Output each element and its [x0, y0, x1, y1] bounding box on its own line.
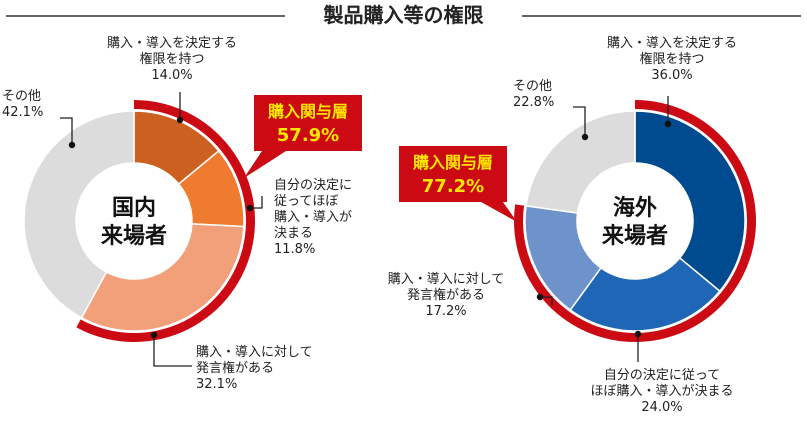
slice-label: その他 — [2, 89, 41, 104]
leader-dot — [634, 330, 642, 338]
slice-label-line: その他 — [513, 79, 552, 94]
donut-layer: 国内来場者購入・導入を決定する権限を持つ14.0%自分の決定に従ってほぼ購入・導… — [2, 36, 757, 415]
callout-value: 77.2% — [422, 176, 484, 197]
slice-label-line: 購入・導入を決定する — [607, 36, 737, 51]
slice-label: 購入・導入を決定する権限を持つ — [607, 36, 737, 67]
leader-line — [60, 117, 73, 145]
callout-box — [254, 95, 362, 151]
callout-value: 57.9% — [277, 125, 339, 146]
slice-label: 購入・導入に対して発言権がある — [388, 272, 505, 303]
callout-title: 購入関与層 — [412, 153, 493, 172]
slice-label-line: 従ってほぼ — [274, 194, 338, 209]
slice-label: 購入・導入を決定する権限を持つ — [107, 36, 237, 67]
center-label-line: 来場者 — [601, 224, 668, 249]
leader-dot — [68, 141, 76, 149]
slice-value: 24.0% — [641, 400, 682, 415]
slice-label: 購入・導入に対して発言権がある — [196, 345, 313, 376]
donut-hole — [577, 163, 693, 279]
slice-label-line: 購入・導入を決定する — [107, 36, 237, 51]
donut-hole — [76, 163, 192, 279]
slice-label: 自分の決定に従ってほぼ購入・導入が決まる — [590, 368, 733, 399]
slice-label-line: 購入・導入に対して — [196, 345, 313, 360]
center-label-line: 国内 — [112, 196, 156, 221]
leader-line — [540, 296, 553, 305]
slice-label-line: その他 — [2, 89, 41, 104]
leader-dot — [581, 133, 589, 141]
slice-value: 32.1% — [196, 377, 237, 392]
callout-box — [399, 146, 507, 202]
chart-title: 製品購入等の権限 — [324, 3, 484, 27]
center-label: 国内来場者 — [100, 196, 167, 249]
slice-value: 14.0% — [151, 68, 192, 83]
leader-dot — [246, 204, 254, 212]
slice-label: 自分の決定に従ってほぼ購入・導入が決まる — [274, 178, 352, 241]
center-label-line: 来場者 — [100, 224, 167, 249]
callout-tail — [481, 202, 517, 222]
leader-dot — [664, 120, 672, 128]
leader-dot — [536, 293, 544, 301]
leader-dot — [150, 331, 158, 339]
slice-value: 11.8% — [274, 242, 315, 257]
callout-tail — [244, 151, 286, 178]
slice-value: 36.0% — [651, 68, 692, 83]
leader-line — [573, 106, 586, 137]
slice-label-line: 権限を持つ — [639, 51, 704, 67]
slice-label-line: ほぼ購入・導入が決まる — [590, 384, 733, 399]
slice-label-line: 発言権がある — [407, 287, 485, 303]
slice-label-line: 購入・導入に対して — [388, 272, 505, 287]
leader-line — [250, 196, 263, 209]
slice-value: 42.1% — [2, 105, 43, 120]
leader-line — [153, 335, 192, 367]
donut-chart-1: 国内来場者購入・導入を決定する権限を持つ14.0%自分の決定に従ってほぼ購入・導… — [2, 36, 362, 392]
slice-label-line: 権限を持つ — [139, 51, 204, 67]
slice-value: 17.2% — [425, 304, 466, 319]
slice-label: その他 — [513, 79, 552, 94]
center-label-line: 海外 — [613, 195, 657, 221]
slice-label-line: 発言権がある — [196, 360, 274, 376]
slice-label-line: 購入・導入が — [274, 210, 352, 225]
center-label: 海外来場者 — [601, 195, 668, 249]
callout-title: 購入関与層 — [267, 102, 348, 121]
slice-label-line: 決まる — [274, 226, 313, 241]
slice-label-line: 自分の決定に — [274, 178, 352, 193]
slice-value: 22.8% — [513, 95, 554, 110]
slice-label-line: 自分の決定に従って — [604, 368, 720, 383]
leader-dot — [176, 116, 184, 124]
